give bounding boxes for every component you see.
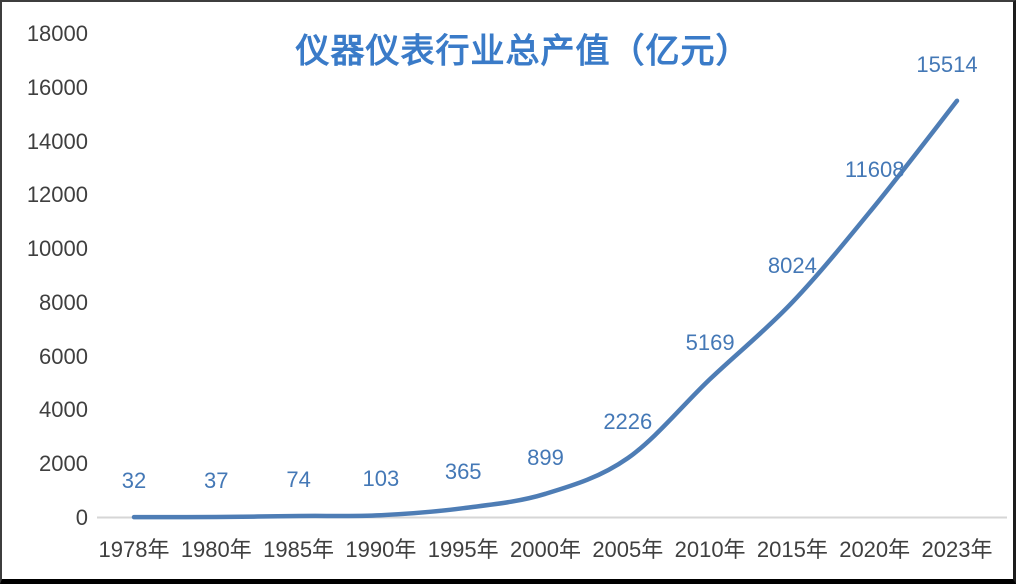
y-tick-label: 0 [75, 505, 88, 530]
y-tick-label: 12000 [26, 182, 88, 208]
data-label: 2226 [603, 409, 653, 435]
x-tick-label: 2023年 [921, 537, 993, 562]
data-label: 365 [444, 459, 482, 485]
x-tick-label: 2020年 [839, 537, 911, 562]
data-label: 11608 [844, 156, 905, 182]
x-tick-label: 1985年 [263, 537, 335, 562]
x-tick-label: 1980年 [180, 537, 252, 562]
y-tick-label: 16000 [26, 74, 88, 100]
line-series [131, 98, 960, 520]
data-label: 74 [286, 467, 311, 492]
x-tick-label: 2000年 [510, 537, 581, 562]
data-label: 5169 [685, 330, 735, 355]
x-tick-label: 1995年 [427, 537, 499, 562]
data-label: 32 [121, 468, 147, 494]
y-tick-label: 18000 [26, 21, 88, 46]
data-label: 15514 [916, 51, 978, 77]
x-tick-label: 2005年 [592, 537, 664, 562]
chart-title: 仪器仪表行业总产值（亿元） [295, 32, 751, 71]
y-tick-label: 8000 [39, 289, 88, 315]
data-label: 37 [204, 468, 229, 493]
data-label: 8024 [767, 253, 817, 279]
y-tick-label: 6000 [39, 343, 88, 369]
y-tick-label: 14000 [26, 128, 88, 154]
y-tick-label: 4000 [39, 397, 88, 423]
x-tick-label: 2015年 [756, 537, 828, 562]
x-tick-label: 1978年 [98, 537, 170, 562]
y-tick-label: 2000 [39, 451, 88, 477]
data-label: 899 [527, 444, 564, 470]
y-tick-label: 10000 [26, 236, 88, 262]
data-label: 103 [362, 466, 400, 492]
x-tick-label: 1990年 [345, 537, 417, 562]
x-tick-label: 2010年 [674, 537, 746, 562]
